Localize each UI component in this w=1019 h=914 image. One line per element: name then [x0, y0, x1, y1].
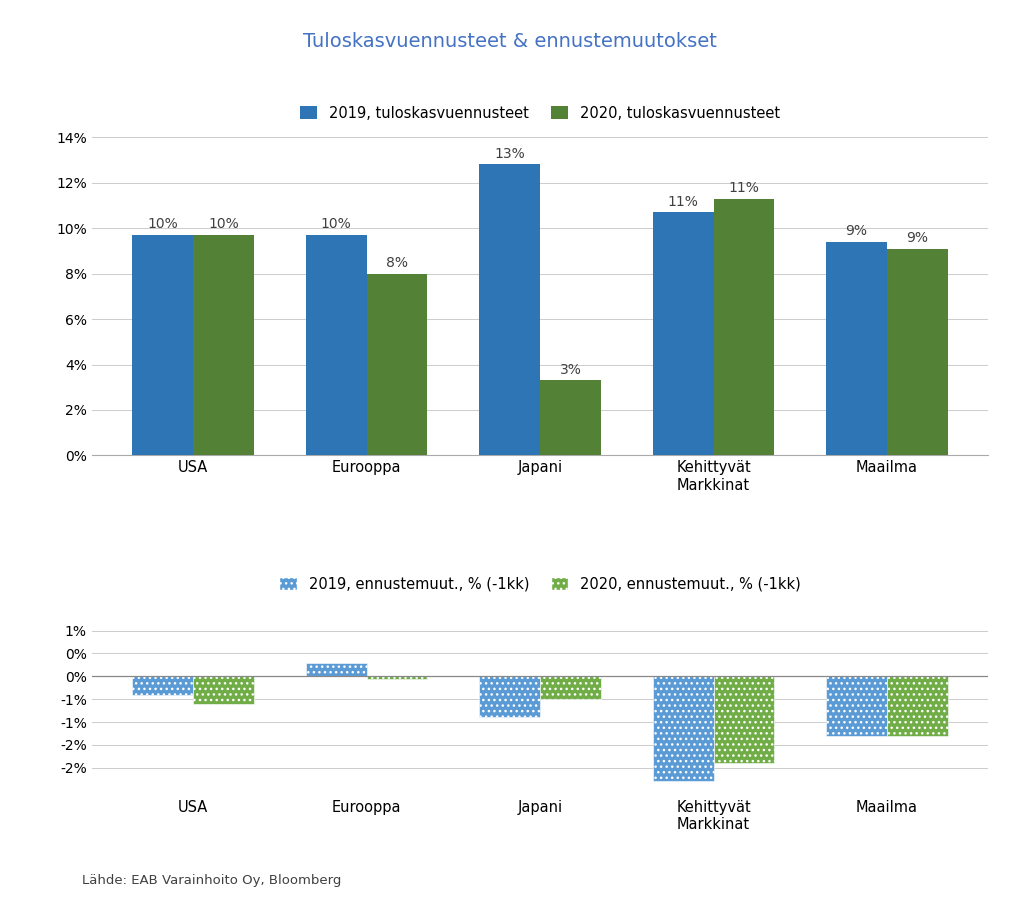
Text: 11%: 11%	[729, 181, 759, 195]
Text: 8%: 8%	[386, 256, 408, 271]
Bar	[367, 273, 427, 455]
Bar	[306, 663, 367, 676]
Bar	[132, 235, 194, 455]
Bar	[367, 676, 427, 678]
Text: 10%: 10%	[208, 218, 238, 231]
Text: 11%: 11%	[667, 195, 699, 208]
Bar	[826, 241, 887, 455]
Bar	[540, 676, 601, 699]
Text: 9%: 9%	[906, 231, 928, 245]
Bar	[194, 235, 254, 455]
Bar	[887, 249, 948, 455]
Bar	[306, 235, 367, 455]
Bar	[653, 676, 713, 781]
Text: Tuloskasvuennusteet & ennustemuutokset: Tuloskasvuennusteet & ennustemuutokset	[303, 32, 716, 51]
Bar	[479, 165, 540, 455]
Legend: 2019, tuloskasvuennusteet, 2020, tuloskasvuennusteet: 2019, tuloskasvuennusteet, 2020, tuloska…	[294, 100, 786, 126]
Bar	[132, 676, 194, 695]
Bar	[713, 198, 774, 455]
Text: 3%: 3%	[559, 363, 582, 377]
Bar	[826, 676, 887, 736]
Text: 10%: 10%	[148, 218, 178, 231]
Text: 13%: 13%	[494, 147, 525, 161]
Bar	[479, 676, 540, 717]
Bar	[887, 676, 948, 736]
Legend: 2019, ennustemuut., % (-1kk), 2020, ennustemuut., % (-1kk): 2019, ennustemuut., % (-1kk), 2020, ennu…	[273, 570, 807, 598]
Bar	[713, 676, 774, 763]
Bar	[653, 212, 713, 455]
Bar	[194, 676, 254, 704]
Text: 10%: 10%	[321, 218, 352, 231]
Text: Lähde: EAB Varainhoito Oy, Bloomberg: Lähde: EAB Varainhoito Oy, Bloomberg	[82, 874, 341, 887]
Text: 9%: 9%	[846, 224, 867, 239]
Bar	[540, 380, 601, 455]
